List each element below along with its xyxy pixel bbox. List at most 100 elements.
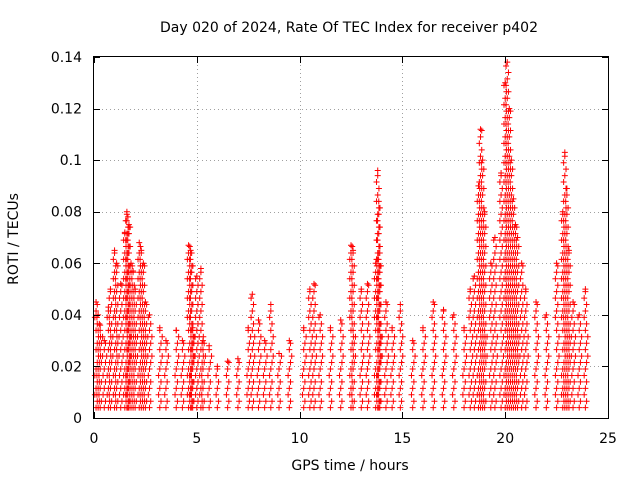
data-point	[542, 372, 549, 379]
data-point	[196, 275, 203, 282]
data-point	[299, 372, 306, 379]
data-point	[197, 265, 204, 272]
data-point	[358, 346, 365, 353]
data-point	[384, 340, 391, 347]
data-point	[249, 404, 256, 411]
data-point	[350, 307, 357, 314]
data-point	[358, 366, 365, 373]
data-point	[180, 340, 187, 347]
data-point	[441, 378, 448, 385]
data-point	[312, 320, 319, 327]
data-point	[350, 327, 357, 334]
data-point	[565, 269, 572, 276]
data-point	[250, 301, 257, 308]
data-point	[266, 314, 273, 321]
data-point	[505, 140, 512, 147]
data-point	[461, 346, 468, 353]
data-point	[300, 324, 307, 331]
data-point	[172, 391, 179, 398]
data-point	[178, 391, 185, 398]
data-point	[554, 378, 561, 385]
data-point	[491, 249, 498, 256]
data-point	[390, 378, 397, 385]
data-point	[377, 301, 384, 308]
data-point	[131, 282, 138, 289]
data-point	[518, 260, 525, 267]
data-point	[568, 391, 575, 398]
data-point	[348, 391, 355, 398]
data-point	[389, 346, 396, 353]
data-point	[312, 398, 319, 405]
data-point	[487, 260, 494, 267]
data-point	[410, 340, 417, 347]
data-point	[375, 314, 382, 321]
data-point	[193, 273, 200, 280]
data-point	[317, 311, 324, 318]
data-point	[502, 79, 509, 86]
data-point	[515, 243, 522, 250]
data-point	[147, 378, 154, 385]
data-point	[250, 398, 257, 405]
data-point	[319, 353, 326, 360]
data-point	[521, 372, 528, 379]
data-point	[338, 378, 345, 385]
data-point	[389, 385, 396, 392]
data-point	[206, 404, 213, 411]
data-point	[480, 185, 487, 192]
data-point	[248, 314, 255, 321]
data-point	[441, 320, 448, 327]
data-point	[450, 346, 457, 353]
data-point	[482, 378, 489, 385]
data-point	[256, 398, 263, 405]
data-point	[480, 217, 487, 224]
data-point	[571, 398, 578, 405]
data-point	[206, 366, 213, 373]
data-point	[582, 286, 589, 293]
data-point	[581, 295, 588, 302]
data-point	[461, 385, 468, 392]
data-point	[554, 320, 561, 327]
y-tick-labels: 0 0.02 0.04 0.06 0.08 0.1 0.12 0.14	[51, 50, 82, 427]
x-tick-labels: 0 5 10 15 20 25	[90, 431, 617, 447]
data-point	[421, 340, 428, 347]
data-point	[583, 378, 590, 385]
data-point	[105, 304, 112, 311]
data-point	[582, 327, 589, 334]
data-point	[269, 340, 276, 347]
data-point	[482, 320, 489, 327]
data-point	[145, 372, 152, 379]
data-point	[245, 324, 252, 331]
data-point	[164, 340, 171, 347]
data-point	[493, 243, 500, 250]
data-point	[480, 166, 487, 173]
data-point	[277, 378, 284, 385]
data-point	[113, 269, 120, 276]
data-point	[309, 295, 316, 302]
data-point	[288, 353, 295, 360]
data-point	[256, 340, 263, 347]
data-point	[575, 372, 582, 379]
data-point	[382, 298, 389, 305]
data-point	[300, 385, 307, 392]
data-point	[197, 327, 204, 334]
data-point	[157, 359, 164, 366]
data-point	[430, 298, 437, 305]
data-point	[179, 404, 186, 411]
data-point	[505, 69, 512, 76]
data-point	[329, 333, 336, 340]
data-point	[326, 372, 333, 379]
data-point	[479, 157, 486, 164]
data-point	[505, 121, 512, 128]
data-point	[430, 346, 437, 353]
data-point	[430, 307, 437, 314]
data-point	[199, 320, 206, 327]
data-point	[249, 307, 256, 314]
data-point	[310, 327, 317, 334]
data-point	[481, 366, 488, 373]
data-point	[561, 172, 568, 179]
data-point	[533, 327, 540, 334]
data-point	[260, 391, 267, 398]
data-point	[491, 269, 498, 276]
data-point	[432, 353, 439, 360]
data-point	[478, 179, 485, 186]
